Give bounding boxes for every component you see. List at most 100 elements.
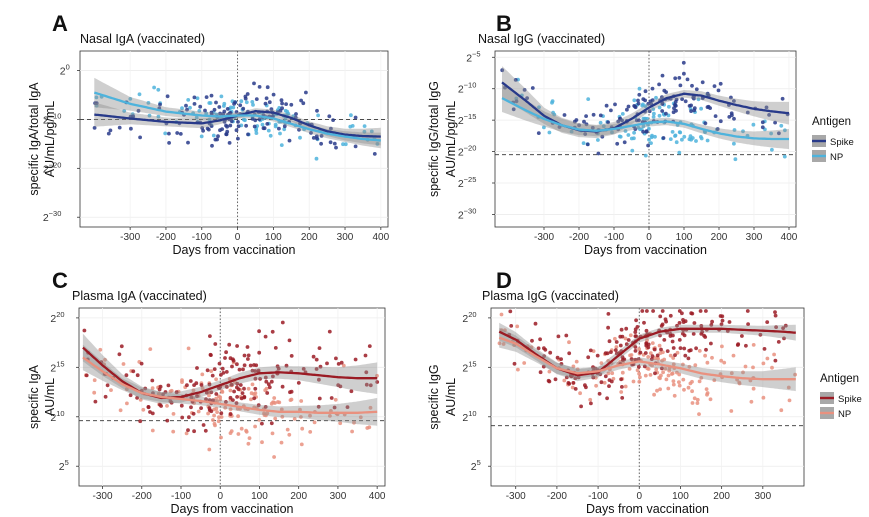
data-point-spike [297,127,301,132]
data-point-np [156,87,161,92]
data-point-np [299,442,304,447]
data-point-spike [572,119,577,124]
data-point-spike [229,382,234,387]
data-point-spike [720,314,725,319]
data-point-spike [254,363,259,368]
data-point-spike [209,390,214,395]
data-point-spike [636,101,641,106]
data-point-spike [158,102,162,107]
data-point-spike [765,320,770,324]
data-point-spike [263,334,268,339]
data-point-spike [199,383,204,387]
data-point-spike [564,333,569,338]
data-point-np [687,137,692,142]
data-point-np [260,440,264,445]
data-point-spike [327,329,332,334]
y-axis-unit: AU/mL/pg/mL [43,101,57,177]
data-point-np [277,400,282,405]
data-point-spike [576,375,581,380]
data-point-np [681,362,685,367]
data-point-spike [287,138,292,143]
data-point-np [542,125,546,130]
data-point-np [570,385,575,390]
ci-ribbon-spike [499,322,796,382]
data-point-spike [660,109,665,113]
data-point-np [308,413,312,418]
data-point-spike [643,351,648,355]
data-point-np [349,113,353,118]
data-point-np [641,124,646,129]
data-point-spike [782,336,786,341]
data-point-spike [228,123,233,128]
data-point-np [581,141,586,146]
data-point-spike [244,123,249,128]
data-point-spike [235,362,239,367]
data-point-spike [224,384,229,389]
x-axis-label: Days from vaccination [173,243,296,257]
data-point-np [125,401,129,406]
data-point-np [171,412,176,416]
data-point-spike [638,350,643,355]
data-point-spike [299,98,303,103]
data-point-spike [773,120,777,125]
data-point-spike [179,403,184,408]
data-point-spike [315,136,319,141]
data-point-np [499,312,504,317]
data-point-spike [622,140,627,145]
data-point-spike [536,131,541,136]
data-point-np [298,135,302,140]
data-point-np [348,124,353,129]
data-point-np [647,137,651,142]
x-tick-label: 0 [646,232,652,243]
data-point-spike [683,353,688,358]
data-point-np [737,380,742,385]
data-point-spike [246,132,250,137]
data-point-np [365,426,370,430]
data-point-np [280,414,285,419]
data-point-np [648,351,653,355]
data-point-np [690,401,695,405]
data-point-np [215,410,220,414]
data-point-spike [168,399,173,403]
data-point-spike [541,364,546,369]
data-point-np [168,389,173,394]
data-point-spike [664,111,668,116]
data-point-np [672,393,677,398]
data-point-np [712,378,717,383]
data-point-spike [590,125,595,130]
plot-frame [494,50,797,228]
data-point-spike [650,354,655,358]
data-point-spike [208,334,212,338]
data-point-np [184,431,189,436]
data-point-np [288,398,293,402]
data-point-spike [375,380,380,384]
x-tick-label: 400 [781,232,798,243]
data-point-spike [573,387,578,391]
data-point-np [250,382,255,387]
data-point-np [651,107,656,111]
x-tick-label: -100 [192,232,212,243]
data-point-np [212,421,217,426]
data-point-np [208,101,213,105]
data-point-np [696,97,701,102]
data-point-spike [331,118,335,122]
data-point-spike [309,131,313,135]
data-point-spike [633,330,638,334]
data-point-spike [191,411,196,416]
data-point-spike [258,377,262,381]
y-tick-label: 210 [50,409,64,424]
x-tick-label: 100 [676,232,693,243]
data-point-spike [228,412,233,416]
data-point-spike [227,141,232,145]
data-point-np [719,358,724,363]
y-tick-label: 2−30 [43,209,62,224]
data-point-np [667,104,671,109]
data-point-np [574,359,579,364]
data-point-np [606,371,611,376]
data-point-np [729,409,734,413]
data-point-np [671,356,676,360]
data-point-np [666,373,671,378]
data-point-spike [192,102,197,106]
data-point-spike [616,119,621,124]
y-tick-label: 2−20 [43,160,62,175]
